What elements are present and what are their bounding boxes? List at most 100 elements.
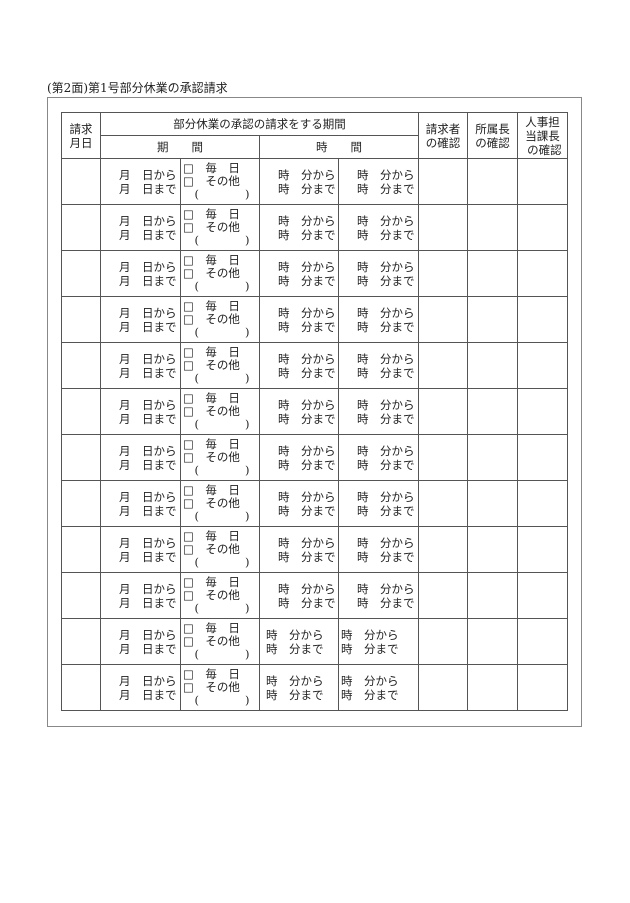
hr-confirm-cell[interactable]	[517, 388, 568, 435]
frequency-checkbox-cell[interactable]: □ 毎 日 □ その他 ( )	[180, 296, 260, 343]
requester-confirm-cell[interactable]	[418, 388, 468, 435]
request-date-cell[interactable]	[61, 618, 101, 665]
time-range-cell-2[interactable]: 時 分から 時 分まで	[338, 250, 419, 297]
request-date-cell[interactable]	[61, 572, 101, 619]
requester-confirm-cell[interactable]	[418, 526, 468, 573]
time-range-cell-1[interactable]: 時 分から 時 分まで	[259, 480, 339, 527]
frequency-checkbox-cell[interactable]: □ 毎 日 □ その他 ( )	[180, 158, 260, 205]
time-range-cell-1[interactable]: 時 分から 時 分まで	[259, 526, 339, 573]
time-range-cell-1[interactable]: 時 分から 時 分まで	[259, 434, 339, 481]
requester-confirm-cell[interactable]	[418, 664, 468, 711]
supervisor-confirm-cell[interactable]	[467, 250, 518, 297]
hr-confirm-cell[interactable]	[517, 204, 568, 251]
time-range-cell-1[interactable]: 時 分から 時 分まで	[259, 204, 339, 251]
request-date-cell[interactable]	[61, 158, 101, 205]
time-range-cell-2[interactable]: 時 分から 時 分まで	[338, 664, 419, 711]
date-range-cell[interactable]: 月 日から 月 日まで	[100, 434, 181, 481]
table-row: 月 日から 月 日まで □ 毎 日 □ その他 ( ) 時 分から 時 分まで …	[61, 618, 568, 665]
time-range-cell-2[interactable]: 時 分から 時 分まで	[338, 572, 419, 619]
supervisor-confirm-cell[interactable]	[467, 296, 518, 343]
time-range-cell-1[interactable]: 時 分から 時 分まで	[259, 296, 339, 343]
time-range-cell-2[interactable]: 時 分から 時 分まで	[338, 342, 419, 389]
request-date-cell[interactable]	[61, 388, 101, 435]
frequency-checkbox-cell[interactable]: □ 毎 日 □ その他 ( )	[180, 526, 260, 573]
requester-confirm-cell[interactable]	[418, 572, 468, 619]
supervisor-confirm-cell[interactable]	[467, 342, 518, 389]
time-range-cell-1[interactable]: 時 分から 時 分まで	[259, 572, 339, 619]
requester-confirm-cell[interactable]	[418, 434, 468, 481]
hr-confirm-cell[interactable]	[517, 618, 568, 665]
time-range-cell-1[interactable]: 時 分から 時 分まで	[259, 342, 339, 389]
time-range-cell-2[interactable]: 時 分から 時 分まで	[338, 204, 419, 251]
hr-confirm-cell[interactable]	[517, 296, 568, 343]
supervisor-confirm-cell[interactable]	[467, 526, 518, 573]
time-range-cell-2[interactable]: 時 分から 時 分まで	[338, 526, 419, 573]
header-time: 時 間	[259, 135, 419, 159]
request-date-cell[interactable]	[61, 296, 101, 343]
date-range-cell[interactable]: 月 日から 月 日まで	[100, 526, 181, 573]
time-range-cell-1[interactable]: 時 分から 時 分まで	[259, 618, 339, 665]
frequency-checkbox-cell[interactable]: □ 毎 日 □ その他 ( )	[180, 572, 260, 619]
header-supervisor: 所属長 の確認	[467, 112, 518, 159]
date-range-cell[interactable]: 月 日から 月 日まで	[100, 296, 181, 343]
time-range-cell-1[interactable]: 時 分から 時 分まで	[259, 388, 339, 435]
hr-confirm-cell[interactable]	[517, 434, 568, 481]
time-range-cell-1[interactable]: 時 分から 時 分まで	[259, 664, 339, 711]
frequency-checkbox-cell[interactable]: □ 毎 日 □ その他 ( )	[180, 250, 260, 297]
date-range-cell[interactable]: 月 日から 月 日まで	[100, 618, 181, 665]
frequency-checkbox-cell[interactable]: □ 毎 日 □ その他 ( )	[180, 618, 260, 665]
hr-confirm-cell[interactable]	[517, 572, 568, 619]
time-range-cell-2[interactable]: 時 分から 時 分まで	[338, 434, 419, 481]
supervisor-confirm-cell[interactable]	[467, 158, 518, 205]
requester-confirm-cell[interactable]	[418, 342, 468, 389]
supervisor-confirm-cell[interactable]	[467, 204, 518, 251]
date-range-cell[interactable]: 月 日から 月 日まで	[100, 204, 181, 251]
date-range-cell[interactable]: 月 日から 月 日まで	[100, 342, 181, 389]
request-date-cell[interactable]	[61, 250, 101, 297]
request-date-cell[interactable]	[61, 434, 101, 481]
date-range-cell[interactable]: 月 日から 月 日まで	[100, 250, 181, 297]
date-range-cell[interactable]: 月 日から 月 日まで	[100, 572, 181, 619]
supervisor-confirm-cell[interactable]	[467, 664, 518, 711]
requester-confirm-cell[interactable]	[418, 480, 468, 527]
hr-confirm-cell[interactable]	[517, 664, 568, 711]
request-date-cell[interactable]	[61, 664, 101, 711]
request-date-cell[interactable]	[61, 342, 101, 389]
time-range-cell-1[interactable]: 時 分から 時 分まで	[259, 158, 339, 205]
frequency-checkbox-cell[interactable]: □ 毎 日 □ その他 ( )	[180, 388, 260, 435]
hr-confirm-cell[interactable]	[517, 342, 568, 389]
supervisor-confirm-cell[interactable]	[467, 480, 518, 527]
supervisor-confirm-cell[interactable]	[467, 388, 518, 435]
requester-confirm-cell[interactable]	[418, 204, 468, 251]
hr-confirm-cell[interactable]	[517, 480, 568, 527]
request-table: 請求 月日 部分休業の承認の請求をする期間 請求者 の確認 所属長 の確認 人事…	[61, 112, 568, 711]
request-date-cell[interactable]	[61, 526, 101, 573]
requester-confirm-cell[interactable]	[418, 250, 468, 297]
date-range-cell[interactable]: 月 日から 月 日まで	[100, 158, 181, 205]
time-range-cell-2[interactable]: 時 分から 時 分まで	[338, 158, 419, 205]
hr-confirm-cell[interactable]	[517, 250, 568, 297]
time-range-cell-1[interactable]: 時 分から 時 分まで	[259, 250, 339, 297]
requester-confirm-cell[interactable]	[418, 618, 468, 665]
hr-confirm-cell[interactable]	[517, 158, 568, 205]
date-range-cell[interactable]: 月 日から 月 日まで	[100, 388, 181, 435]
supervisor-confirm-cell[interactable]	[467, 618, 518, 665]
frequency-checkbox-cell[interactable]: □ 毎 日 □ その他 ( )	[180, 434, 260, 481]
frequency-checkbox-cell[interactable]: □ 毎 日 □ その他 ( )	[180, 342, 260, 389]
request-date-cell[interactable]	[61, 480, 101, 527]
hr-confirm-cell[interactable]	[517, 526, 568, 573]
time-range-cell-2[interactable]: 時 分から 時 分まで	[338, 618, 419, 665]
time-range-cell-2[interactable]: 時 分から 時 分まで	[338, 296, 419, 343]
request-date-cell[interactable]	[61, 204, 101, 251]
requester-confirm-cell[interactable]	[418, 158, 468, 205]
date-range-cell[interactable]: 月 日から 月 日まで	[100, 664, 181, 711]
time-range-cell-2[interactable]: 時 分から 時 分まで	[338, 388, 419, 435]
time-range-cell-2[interactable]: 時 分から 時 分まで	[338, 480, 419, 527]
frequency-checkbox-cell[interactable]: □ 毎 日 □ その他 ( )	[180, 204, 260, 251]
frequency-checkbox-cell[interactable]: □ 毎 日 □ その他 ( )	[180, 480, 260, 527]
date-range-cell[interactable]: 月 日から 月 日まで	[100, 480, 181, 527]
supervisor-confirm-cell[interactable]	[467, 572, 518, 619]
supervisor-confirm-cell[interactable]	[467, 434, 518, 481]
frequency-checkbox-cell[interactable]: □ 毎 日 □ その他 ( )	[180, 664, 260, 711]
requester-confirm-cell[interactable]	[418, 296, 468, 343]
